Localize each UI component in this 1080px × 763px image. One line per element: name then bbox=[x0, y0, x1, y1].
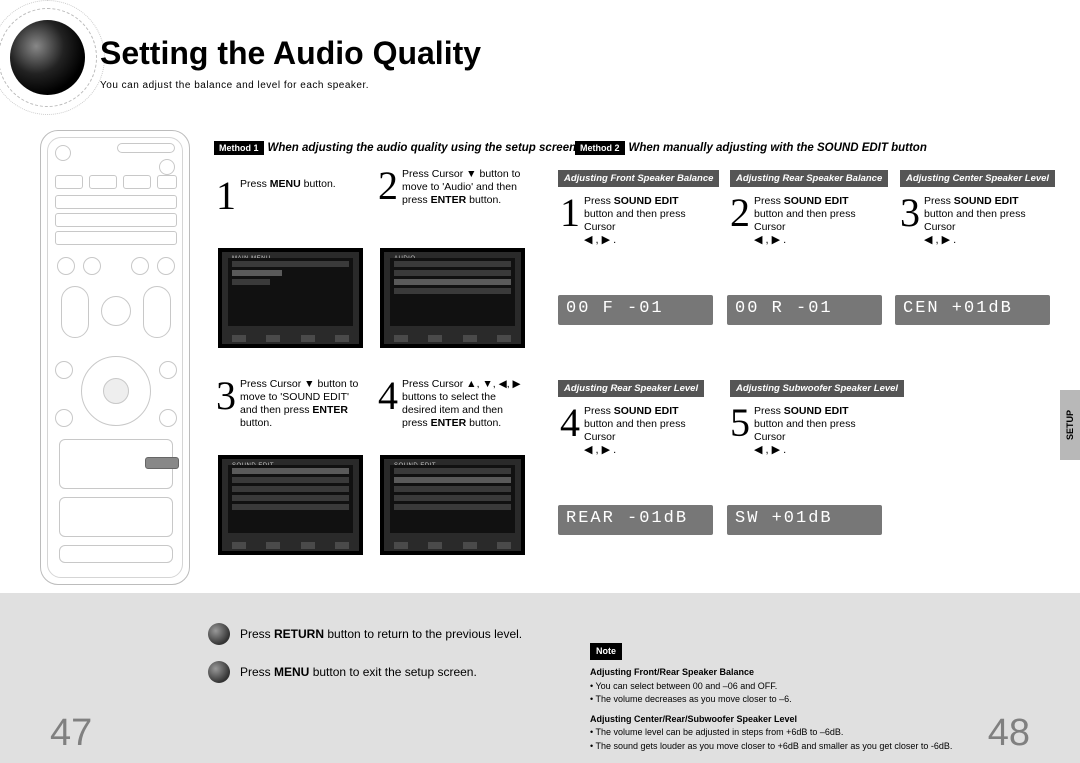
step-text: Press SOUND EDIT button and then press C… bbox=[924, 195, 1026, 233]
step-text: Press SOUND EDIT button and then press C… bbox=[754, 195, 856, 233]
page-subtitle: You can adjust the balance and level for… bbox=[100, 80, 369, 91]
m2-step3: 3 Press SOUND EDIT button and then press… bbox=[900, 195, 1044, 248]
method1-bar: Method 1 When adjusting the audio qualit… bbox=[214, 138, 576, 158]
step-number: 4 bbox=[378, 378, 398, 414]
m2-step4: 4 Press SOUND EDIT button and then press… bbox=[560, 405, 704, 458]
adj-header-rear-level: Adjusting Rear Speaker Level bbox=[558, 380, 704, 397]
adj-header-center-level: Adjusting Center Speaker Level bbox=[900, 170, 1055, 187]
footer-menu-text: Press MENU button to exit the setup scre… bbox=[240, 665, 477, 679]
method2-text: When manually adjusting with the SOUND E… bbox=[629, 142, 927, 154]
cursor-glyph: ◀ , ▶ . bbox=[924, 234, 956, 246]
m1-step1: 1 Press MENU button. bbox=[216, 178, 336, 214]
method1-tag: Method 1 bbox=[214, 141, 264, 155]
method2-tag: Method 2 bbox=[575, 141, 625, 155]
footer-menu-line: Press MENU button to exit the setup scre… bbox=[208, 661, 477, 683]
footer-return-text: Press RETURN button to return to the pre… bbox=[240, 627, 522, 641]
step-text: Press SOUND EDIT button and then press C… bbox=[754, 405, 856, 443]
method2-bar: Method 2 When manually adjusting with th… bbox=[575, 138, 927, 158]
method1-text: When adjusting the audio quality using t… bbox=[268, 142, 577, 154]
step-number: 2 bbox=[378, 168, 398, 204]
m2-step5: 5 Press SOUND EDIT button and then press… bbox=[730, 405, 874, 458]
menu-screen-3: SOUND EDIT bbox=[218, 455, 363, 555]
vfd-display-2: 00 R -01 bbox=[727, 295, 882, 325]
page-number-right: 48 bbox=[988, 712, 1030, 755]
menu-screen-2: AUDIO bbox=[380, 248, 525, 348]
vfd-display-1: 00 F -01 bbox=[558, 295, 713, 325]
note1-bullet1: • You can select between 00 and –06 and … bbox=[590, 680, 1040, 694]
adj-header-rear-balance: Adjusting Rear Speaker Balance bbox=[730, 170, 888, 187]
step-number: 3 bbox=[216, 378, 236, 414]
step-text: Press Cursor ▼ button to move to 'Audio'… bbox=[402, 168, 522, 207]
menu-screen-4: SOUND EDIT bbox=[380, 455, 525, 555]
menu-screen-1: MAIN MENU bbox=[218, 248, 363, 348]
vfd-display-4: REAR -01dB bbox=[558, 505, 713, 535]
note-block: Note Adjusting Front/Rear Speaker Balanc… bbox=[590, 643, 1040, 754]
m1-step2: 2 Press Cursor ▼ button to move to 'Audi… bbox=[378, 168, 522, 207]
step-number: 1 bbox=[560, 195, 580, 231]
remote-control-illustration bbox=[40, 130, 190, 585]
page-number-left: 47 bbox=[50, 712, 92, 755]
step-number: 4 bbox=[560, 405, 580, 441]
cursor-glyph: ◀ , ▶ . bbox=[754, 234, 786, 246]
m1-step3: 3 Press Cursor ▼ button to move to 'SOUN… bbox=[216, 378, 360, 431]
note1-bullet2: • The volume decreases as you move close… bbox=[590, 693, 1040, 707]
step-number: 2 bbox=[730, 195, 750, 231]
cursor-glyph: ◀ , ▶ . bbox=[584, 234, 616, 246]
step-text: Press MENU button. bbox=[240, 178, 336, 191]
bullet-icon bbox=[208, 623, 230, 645]
adj-header-subwoofer-level: Adjusting Subwoofer Speaker Level bbox=[730, 380, 904, 397]
step-number: 5 bbox=[730, 405, 750, 441]
cursor-glyph: ◀ , ▶ . bbox=[584, 444, 616, 456]
note2-heading: Adjusting Center/Rear/Subwoofer Speaker … bbox=[590, 713, 1040, 727]
side-tab-setup: SETUP bbox=[1060, 390, 1080, 460]
note1-heading: Adjusting Front/Rear Speaker Balance bbox=[590, 666, 1040, 680]
note-label: Note bbox=[590, 643, 622, 661]
note2-bullet2: • The sound gets louder as you move clos… bbox=[590, 740, 1040, 754]
vfd-display-5: SW +01dB bbox=[727, 505, 882, 535]
m2-step1: 1 Press SOUND EDIT button and then press… bbox=[560, 195, 704, 248]
step-text: Press Cursor ▼ button to move to 'SOUND … bbox=[240, 378, 360, 431]
adj-header-front-balance: Adjusting Front Speaker Balance bbox=[558, 170, 719, 187]
page-title: Setting the Audio Quality bbox=[100, 35, 481, 72]
speaker-decoration bbox=[10, 20, 85, 95]
m2-step2: 2 Press SOUND EDIT button and then press… bbox=[730, 195, 874, 248]
step-number: 3 bbox=[900, 195, 920, 231]
note2-bullet1: • The volume level can be adjusted in st… bbox=[590, 726, 1040, 740]
vfd-display-3: CEN +01dB bbox=[895, 295, 1050, 325]
bullet-icon bbox=[208, 661, 230, 683]
step-text: Press Cursor ▲, ▼, ◀, ▶ buttons to selec… bbox=[402, 378, 522, 431]
m1-step4: 4 Press Cursor ▲, ▼, ◀, ▶ buttons to sel… bbox=[378, 378, 522, 431]
step-number: 1 bbox=[216, 178, 236, 214]
footer-return-line: Press RETURN button to return to the pre… bbox=[208, 623, 522, 645]
step-text: Press SOUND EDIT button and then press C… bbox=[584, 195, 686, 233]
cursor-glyph: ◀ , ▶ . bbox=[754, 444, 786, 456]
step-text: Press SOUND EDIT button and then press C… bbox=[584, 405, 686, 443]
